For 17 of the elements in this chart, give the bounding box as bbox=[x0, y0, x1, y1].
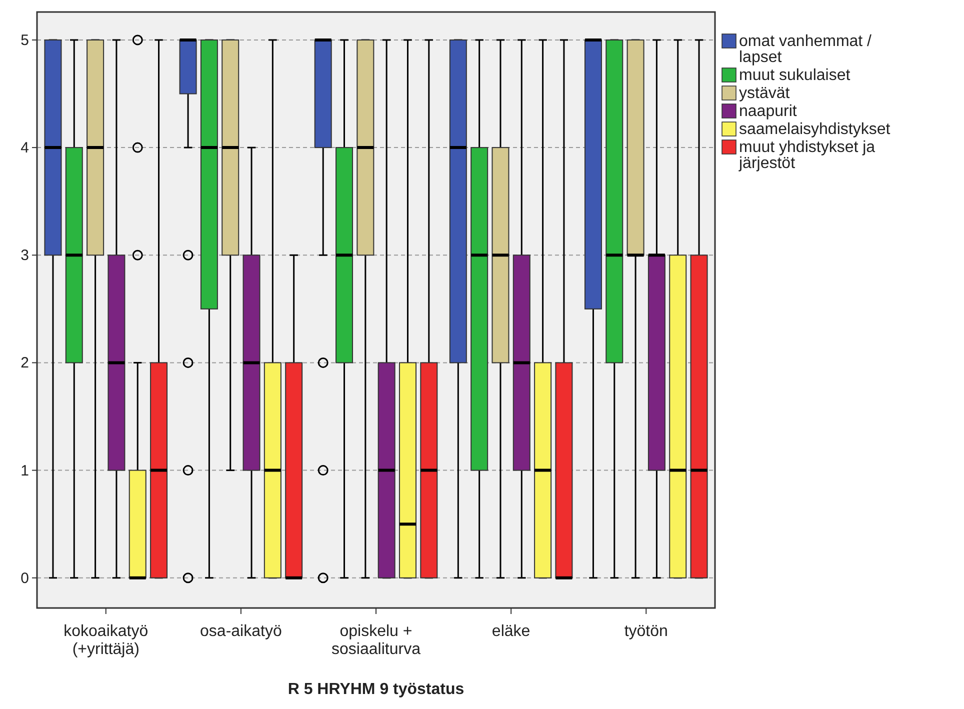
legend-label: muut yhdistykset ja järjestöt bbox=[738, 139, 876, 172]
x-axis-title: R 5 HRYHM 9 työstatus bbox=[288, 681, 464, 698]
legend-label: saamelaisyhdistykset bbox=[739, 121, 891, 138]
y-tick-label: 1 bbox=[20, 462, 29, 480]
x-tick-label: eläke bbox=[492, 623, 530, 640]
y-tick-label: 4 bbox=[20, 140, 29, 157]
x-tick-label: osa-aikatyö bbox=[200, 623, 282, 640]
x-tick-label: kokoaikatyö (+yrittäjä) bbox=[64, 623, 148, 658]
y-tick-label: 2 bbox=[20, 354, 29, 372]
legend-label: naapurit bbox=[739, 103, 798, 120]
y-tick-label: 3 bbox=[20, 247, 29, 264]
legend-label: ystävät bbox=[739, 85, 790, 102]
y-tick-label: 0 bbox=[20, 570, 29, 587]
x-tick-label: työtön bbox=[624, 623, 668, 640]
legend-label: muut sukulaiset bbox=[739, 67, 851, 84]
y-tick-label: 5 bbox=[20, 32, 29, 49]
x-tick-label: opiskelu + sosiaaliturva bbox=[332, 623, 421, 658]
